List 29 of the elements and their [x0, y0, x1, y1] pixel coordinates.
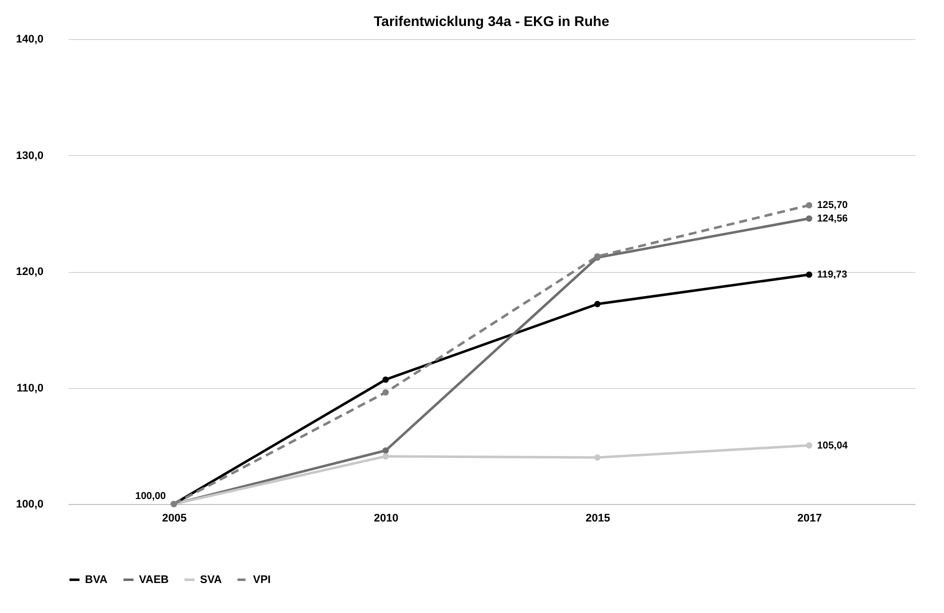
x-tick-label: 2017 [797, 512, 822, 524]
data-label: 124,56 [817, 213, 848, 224]
x-tick-label: 2015 [586, 512, 610, 524]
data-label: 125,70 [817, 200, 848, 212]
chart-title: Tarifentwicklung 34a - EKG in Ruhe [374, 13, 610, 29]
point [382, 376, 389, 383]
x-tick-label: 2010 [374, 512, 398, 524]
point [806, 271, 812, 278]
data-label: 119,73 [817, 270, 848, 281]
legend-label: VAEB [139, 574, 169, 586]
data-label: 105,04 [817, 440, 848, 452]
point [806, 215, 812, 222]
legend-label: BVA [85, 574, 108, 586]
point [382, 447, 389, 454]
point [594, 454, 601, 461]
annotation: 100,00 [135, 491, 166, 502]
legend-label: SVA [200, 574, 222, 586]
point [382, 389, 389, 396]
point [806, 202, 812, 208]
y-tick-label: 120,0 [16, 266, 44, 278]
point [594, 300, 601, 308]
point [806, 442, 812, 449]
x-tick-label: 2005 [162, 512, 187, 524]
y-tick-label: 140,0 [16, 34, 44, 46]
y-tick-label: 100,0 [16, 498, 44, 510]
legend-label: VPI [253, 574, 271, 586]
y-tick-label: 130,0 [16, 150, 44, 162]
point [382, 453, 389, 460]
y-tick-label: 110,0 [16, 382, 44, 394]
